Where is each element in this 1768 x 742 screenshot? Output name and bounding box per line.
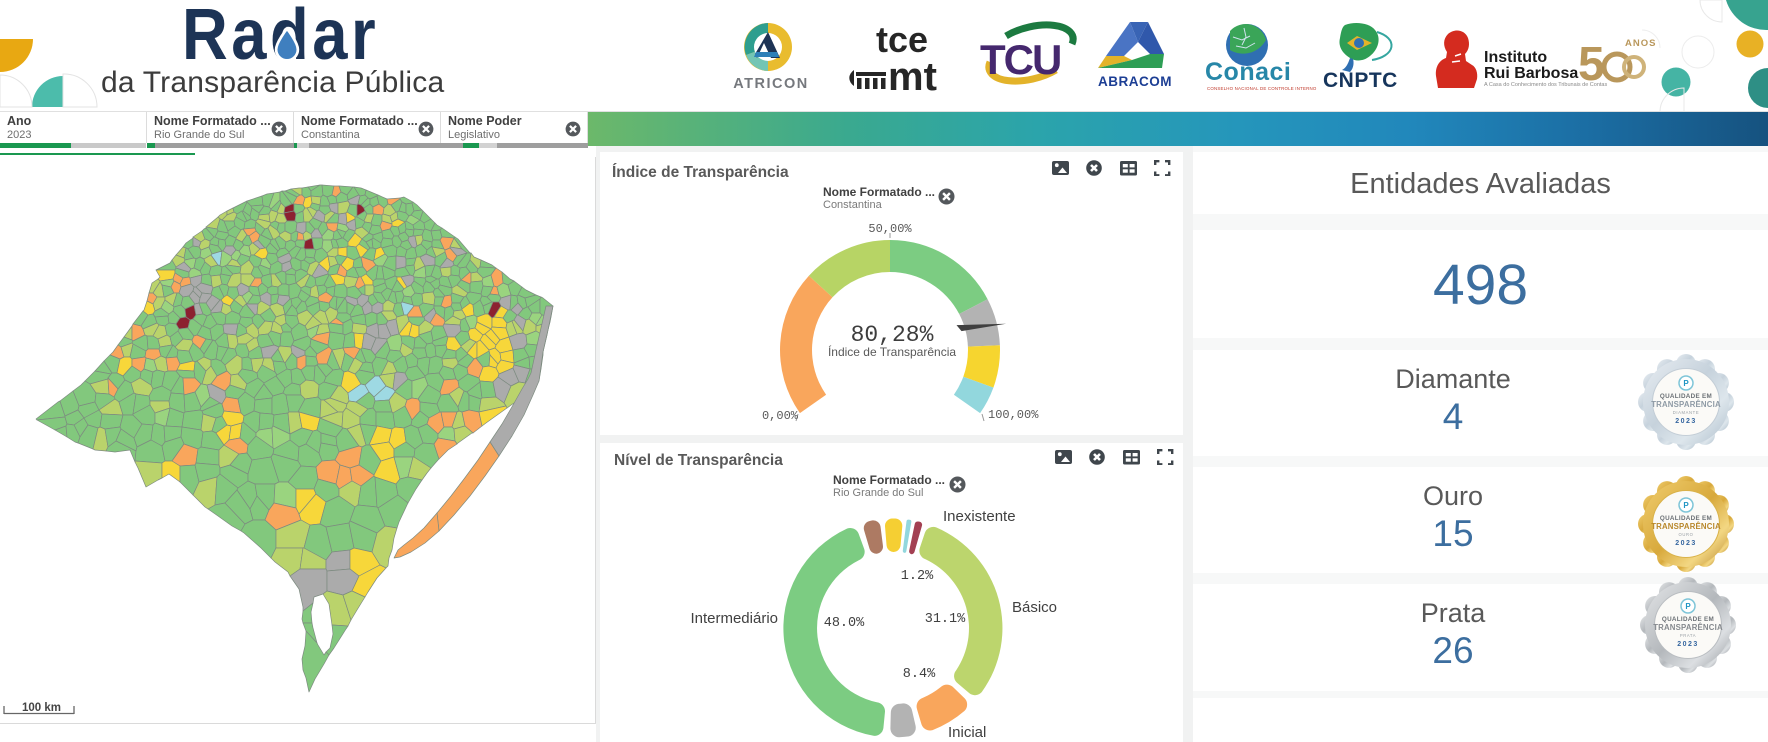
svg-text:2023: 2023 (1675, 418, 1697, 425)
svg-text:2023: 2023 (1675, 540, 1697, 547)
svg-text:CNPTC: CNPTC (1323, 69, 1398, 92)
svg-text:8.4%: 8.4% (903, 667, 936, 682)
svg-text:TRANSPARÊNCIA: TRANSPARÊNCIA (1651, 400, 1721, 409)
svg-text:48.0%: 48.0% (824, 616, 865, 631)
svg-text:0,00%: 0,00% (762, 409, 799, 423)
svg-text:Inexistente: Inexistente (943, 508, 1016, 525)
svg-text:QUALIDADE EM: QUALIDADE EM (1660, 515, 1712, 522)
svg-text:P: P (1685, 602, 1691, 611)
svg-text:2023: 2023 (1677, 641, 1699, 648)
svg-text:Básico: Básico (1012, 599, 1057, 616)
svg-text:mt: mt (888, 55, 937, 99)
svg-text:80,28%: 80,28% (851, 322, 934, 348)
svg-text:P: P (1683, 379, 1689, 388)
svg-text:Rui Barbosa: Rui Barbosa (1484, 65, 1578, 82)
svg-text:QUALIDADE EM: QUALIDADE EM (1660, 393, 1712, 400)
svg-text:Índice de Transparência: Índice de Transparência (828, 344, 956, 359)
svg-text:TCU: TCU (980, 36, 1060, 83)
svg-text:P: P (1683, 501, 1689, 510)
svg-text:A Casa do Conhecimento dos Tri: A Casa do Conhecimento dos Tribunais de … (1484, 82, 1607, 88)
svg-text:DIAMANTE: DIAMANTE (1673, 410, 1699, 415)
svg-text:tce: tce (876, 19, 928, 60)
svg-text:CONSELHO NACIONAL DE CONTROLE: CONSELHO NACIONAL DE CONTROLE INTERNO (1207, 86, 1317, 91)
svg-text:5: 5 (1578, 38, 1604, 91)
svg-text:Conaci: Conaci (1205, 58, 1291, 86)
svg-text:ANOS: ANOS (1625, 38, 1656, 49)
svg-text:1.2%: 1.2% (901, 569, 934, 584)
svg-text:PRATA: PRATA (1680, 633, 1696, 638)
svg-text:Intermediário: Intermediário (690, 610, 778, 627)
svg-text:ABRACOM: ABRACOM (1098, 74, 1172, 89)
svg-text:TRANSPARÊNCIA: TRANSPARÊNCIA (1651, 522, 1721, 531)
svg-text:ATRICON: ATRICON (733, 76, 808, 92)
svg-text:100,00%: 100,00% (988, 408, 1039, 422)
svg-text:Inicial: Inicial (948, 724, 986, 741)
svg-text:TRANSPARÊNCIA: TRANSPARÊNCIA (1653, 623, 1723, 632)
svg-text:31.1%: 31.1% (925, 612, 966, 627)
svg-text:QUALIDADE EM: QUALIDADE EM (1662, 616, 1714, 623)
svg-text:100 km: 100 km (22, 702, 61, 714)
svg-text:Instituto: Instituto (1484, 49, 1547, 66)
svg-text:50,00%: 50,00% (868, 222, 912, 236)
svg-text:OURO: OURO (1679, 532, 1694, 537)
